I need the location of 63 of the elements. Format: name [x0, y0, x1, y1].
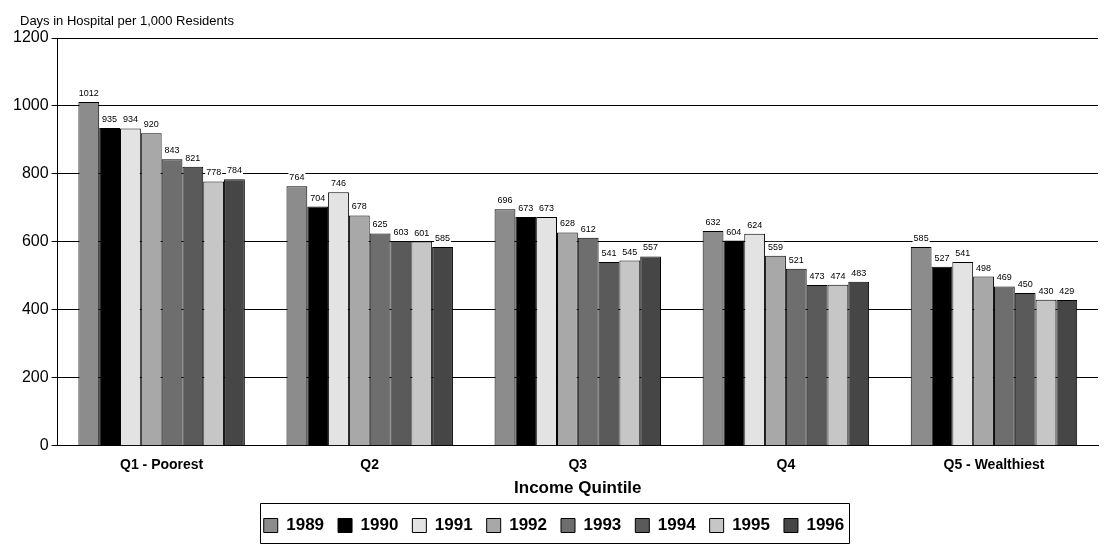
y-tick-label: 200 — [21, 368, 49, 386]
data-label: 483 — [851, 267, 867, 278]
data-label: 843 — [164, 145, 180, 156]
data-label: 585 — [913, 232, 929, 243]
x-tick-label: Q4 — [776, 456, 796, 473]
legend-label: 1991 — [434, 515, 473, 535]
data-label: 624 — [747, 219, 763, 230]
data-label: 498 — [976, 262, 992, 273]
data-label: 612 — [580, 223, 596, 234]
legend-label: 1994 — [657, 515, 697, 535]
bar — [931, 266, 953, 446]
data-label: 429 — [1059, 286, 1075, 296]
data-label: 521 — [788, 254, 804, 265]
data-label: 541 — [601, 247, 617, 258]
data-label: 604 — [726, 226, 742, 237]
y-axis-title: Days in Hospital per 1,000 Residents — [20, 13, 235, 29]
data-label: 632 — [705, 217, 721, 228]
data-label: 764 — [289, 172, 305, 183]
x-tick-label: Q1 - Poorest — [120, 456, 204, 473]
data-label: 541 — [955, 247, 971, 258]
y-tick-label: 600 — [21, 232, 49, 250]
data-label: 778 — [206, 167, 222, 178]
data-label: 746 — [330, 178, 347, 189]
data-label: 585 — [435, 232, 451, 243]
y-tick-label: 1000 — [13, 96, 49, 114]
legend-label: 1996 — [806, 515, 845, 535]
data-label: 559 — [767, 241, 783, 252]
data-label: 450 — [1017, 278, 1033, 289]
y-tick-label: 1200 — [13, 28, 49, 46]
data-label: 628 — [559, 218, 575, 229]
legend-label: 1995 — [732, 515, 770, 535]
data-label: 673 — [518, 203, 534, 214]
data-label: 603 — [393, 226, 409, 237]
data-label: 673 — [539, 203, 555, 214]
data-label: 1012 — [78, 87, 99, 98]
y-tick-label: 400 — [21, 300, 49, 318]
y-tick-label: 0 — [39, 436, 49, 454]
legend-label: 1992 — [509, 515, 548, 535]
data-label: 934 — [122, 114, 138, 125]
data-label: 557 — [643, 242, 659, 253]
data-label: 935 — [102, 114, 118, 125]
data-label: 704 — [310, 192, 326, 203]
data-label: 430 — [1038, 285, 1054, 296]
y-tick-label: 800 — [21, 164, 49, 182]
legend-label: 1989 — [286, 515, 325, 535]
x-tick-label: Q3 — [568, 456, 588, 473]
data-label: 545 — [622, 246, 638, 257]
legend-label: 1990 — [360, 515, 399, 535]
data-label: 474 — [830, 270, 846, 281]
data-label: 473 — [809, 271, 825, 282]
data-label: 527 — [934, 252, 950, 263]
data-label: 469 — [996, 272, 1012, 283]
x-tick-label: Q2 — [360, 456, 380, 473]
data-label: 920 — [143, 119, 159, 130]
data-label: 784 — [226, 165, 242, 176]
data-label: 678 — [351, 201, 367, 212]
data-label: 601 — [414, 227, 430, 238]
legend-label: 1993 — [583, 515, 622, 535]
x-axis-title: Income Quintile — [514, 478, 642, 498]
data-label: 696 — [497, 195, 513, 206]
data-label: 625 — [372, 219, 388, 230]
x-tick-label: Q5 - Wealthiest — [943, 456, 1045, 473]
data-label: 821 — [185, 152, 201, 163]
